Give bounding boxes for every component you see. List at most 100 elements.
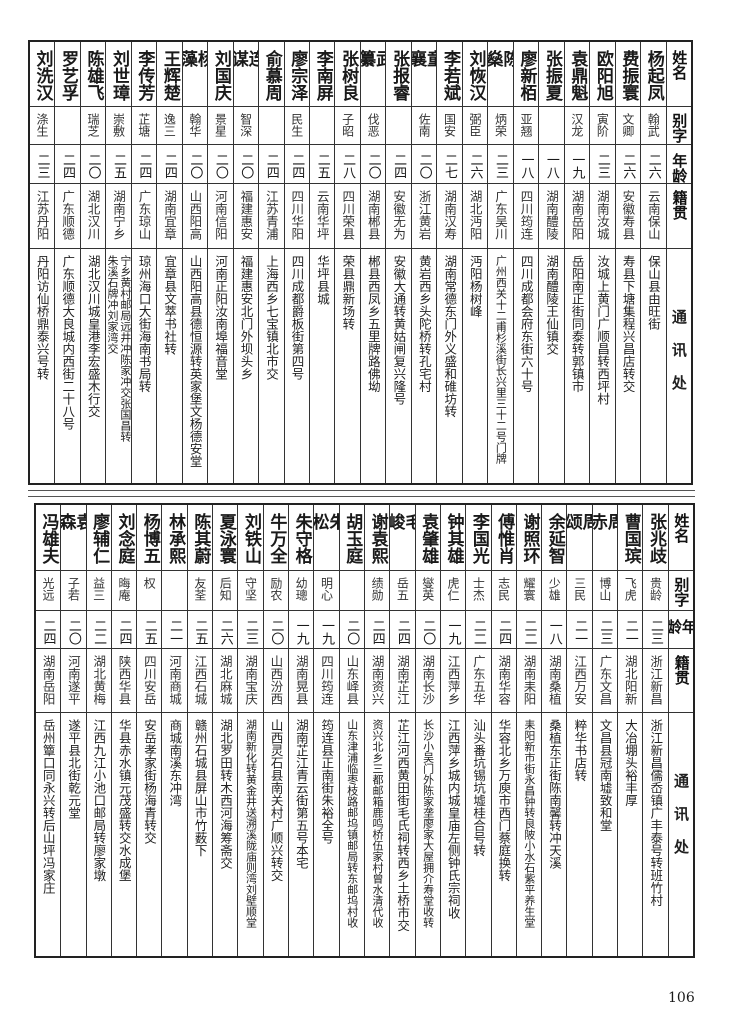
person-alias-cell [309, 107, 335, 145]
person-origin: 湖北黄梅 [91, 655, 107, 705]
person-alias: 子昭 [340, 113, 355, 137]
person-origin: 湖南宁乡 [111, 190, 127, 240]
person-name-cell: 谢照环 [516, 505, 542, 571]
page-number: 106 [668, 990, 695, 1006]
person-record: 张树良 子昭 二八 四川荣县 荣县鼎新场转 [334, 42, 360, 483]
person-address: 广州西关十二甫杉溪街长兴里三十二号门牌 [494, 255, 508, 464]
person-alias: 权 [142, 577, 157, 589]
person-name-cell: 刘世璋 [106, 42, 131, 107]
person-origin: 广东五华 [470, 655, 486, 705]
person-origin-cell: 江苏青浦 [259, 184, 284, 249]
person-origin: 湖南晃县 [293, 655, 309, 705]
person-age: 一九 [293, 619, 309, 645]
person-address-cell: 黄岩西乡头陀桥转孔宅村 [412, 249, 436, 483]
person-record: 李传芳 芷塘 二四 广东琼山 琼州海口大街海南书局转 [130, 42, 157, 483]
person-alias-cell: 幼璁 [289, 571, 314, 611]
person-record: 刘念庭 晦庵 二四 陕西华县 华县赤水镇元茂盛转交水成堡 [110, 505, 137, 956]
person-record: 朱松 明心 一九 四川筠连 筠连县正南街朱裕全号 [313, 505, 339, 956]
person-origin-cell: 湖北麻城 [213, 649, 238, 713]
person-origin: 湖南郴县 [365, 190, 381, 240]
person-origin: 河南商城 [167, 655, 183, 705]
person-address: 寿县下塘集程兴昌店转交 [620, 255, 636, 393]
person-origin-cell: 湖南岳阳 [564, 184, 590, 249]
person-age: 二四 [394, 619, 410, 645]
person-name: 谢袁熙 [367, 513, 388, 564]
person-age: 二五 [314, 153, 330, 179]
person-name-cell: 连谋 [233, 42, 259, 107]
person-name: 周赤 [592, 513, 618, 545]
person-origin-cell: 湖南耒阳 [516, 649, 542, 713]
person-name-cell: 周颂 [567, 505, 592, 571]
person-alias: 智深 [238, 113, 253, 137]
person-alias-cell: 飞虎 [618, 571, 643, 611]
person-name: 杨博五 [139, 513, 160, 564]
person-name-cell: 朱松 [314, 505, 339, 571]
person-origin-cell: 湖南汉寿 [437, 184, 462, 249]
person-age-cell: 二二 [86, 611, 111, 649]
person-name-cell: 周赤 [592, 505, 618, 571]
person-address-cell: 大冶堋头裕丰厚 [618, 713, 642, 956]
person-name-cell: 俞慕周 [259, 42, 284, 107]
person-alias-cell: 士杰 [466, 571, 491, 611]
person-alias: 亚翘 [518, 113, 533, 137]
header-address-cell: 通讯处 [669, 713, 693, 956]
person-name-cell: 王辉楚 [157, 42, 182, 107]
person-name-cell: 廖宗泽 [284, 42, 309, 107]
person-origin-cell: 河南遂平 [61, 649, 86, 713]
person-name-cell: 陈雄飞 [80, 42, 106, 107]
person-record: 朱守格 幼璁 一九 湖南晃县 湖南芷江青云街第五号本宅 [288, 505, 314, 956]
person-record: 杨博五权二五 四川安岳 安岳孝家街杨海青转交 [136, 505, 162, 956]
person-origin: 湖南资兴 [369, 655, 385, 705]
header-name: 姓名 [672, 513, 691, 543]
person-name: 袁肇雄 [418, 513, 439, 564]
person-address-cell: 汝城上黄门广顺昌转西坪村 [590, 249, 614, 483]
person-name-cell: 杨起凤 [641, 42, 666, 107]
person-age-cell: 二六 [462, 145, 488, 184]
person-origin: 四川华阳 [289, 190, 305, 240]
person-alias: 寅阶 [595, 113, 610, 137]
person-age-cell: 二四 [491, 611, 516, 649]
header-name-cell: 姓名 [668, 505, 693, 571]
person-address: 华容北乡万庾市西门蔡庭换转 [496, 719, 512, 882]
person-origin: 江西萍乡 [445, 655, 461, 705]
person-address: 华县赤水镇元茂盛转交水成堡 [116, 719, 132, 882]
person-age: 二〇 [420, 619, 436, 645]
person-origin: 湖北沔阳 [467, 190, 483, 240]
person-origin-cell: 湖南桑植 [542, 649, 567, 713]
person-name: 余延智 [544, 513, 565, 564]
person-address: 粹华书店转 [572, 719, 588, 782]
person-address: 山西灵石县南关村广顺兴转交 [268, 719, 284, 882]
person-name-cell: 刘恢汉 [462, 42, 488, 107]
person-alias-cell: 耀寰 [516, 571, 542, 611]
person-alias-cell [259, 107, 284, 145]
person-alias: 翰华 [187, 113, 202, 137]
person-age-cell: 二〇 [61, 611, 86, 649]
person-alias: 光远 [41, 577, 56, 601]
person-name: 连谋 [233, 50, 259, 82]
person-address-cell: 安岳孝家街杨海青转交 [137, 713, 161, 956]
person-record: 罗艺孚 二四 广东顺德 广东顺德大良城内西街二十八号 [54, 42, 80, 483]
header-alias: 别字 [672, 577, 691, 607]
person-age-cell: 二〇 [263, 611, 288, 649]
person-origin-cell: 湖北沔阳 [462, 184, 488, 249]
person-age-cell: 二〇 [360, 145, 386, 184]
table-divider [28, 490, 695, 491]
person-alias: 弼臣 [468, 113, 483, 137]
person-alias: 文卿 [620, 113, 635, 137]
person-origin: 湖南耒阳 [521, 655, 537, 705]
person-name-cell: 胡玉庭 [339, 505, 364, 571]
person-origin: 江西石城 [192, 655, 208, 705]
person-age: 二〇 [65, 619, 81, 645]
person-age-cell: 二三 [643, 611, 668, 649]
person-address: 岳阳南正街同泰转郭镇市 [569, 255, 585, 393]
person-age-cell: 二五 [106, 145, 131, 184]
person-address: 湖北汉川城皇港李宏盛木行交 [85, 255, 101, 418]
person-name: 陈雄飞 [83, 50, 104, 101]
person-record: 曹国瑸 飞虎 二一 湖北阳新 大冶堋头裕丰厚 [617, 505, 643, 956]
person-record: 李国光 士杰 二二 广东五华 汕头番坑锡坑墟桂合号转 [465, 505, 491, 956]
person-address: 赣州石城县屏山市竹薮下 [192, 719, 208, 857]
person-name: 刘铁山 [241, 513, 262, 564]
person-origin: 广东吴川 [493, 190, 509, 240]
person-record: 刘铁山 守坚 二三 湖南宝庆 湖南新化转黄金井送溯溪陇庙则湾刘壁顺堂 [237, 505, 263, 956]
person-origin: 湖南醴陵 [543, 190, 559, 240]
